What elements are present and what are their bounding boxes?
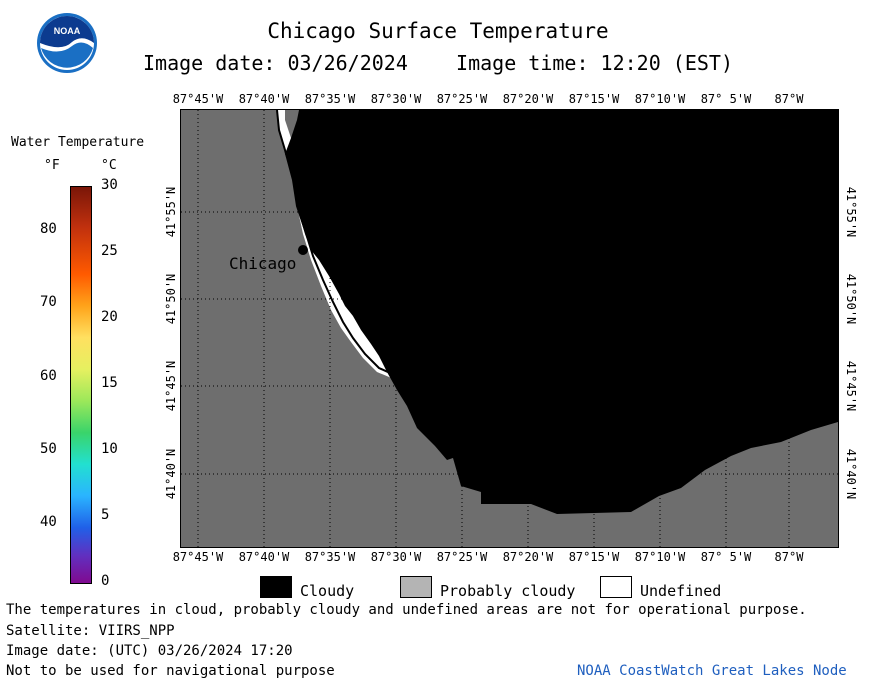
fahrenheit-tick-label: 40 bbox=[40, 514, 57, 531]
latitude-label: 41°40'N bbox=[844, 448, 858, 500]
latitude-label: 41°55'N bbox=[844, 186, 858, 238]
celsius-tick-label: 15 bbox=[101, 375, 118, 391]
longitude-label: 87° 5'W bbox=[700, 92, 752, 106]
celsius-tick-label: 5 bbox=[101, 507, 110, 523]
celsius-tick-label: 25 bbox=[101, 243, 118, 259]
celsius-tick-label: 30 bbox=[101, 177, 118, 193]
longitude-label: 87°45'W bbox=[172, 92, 224, 106]
chicago-marker bbox=[298, 245, 308, 255]
latitude-label: 41°50'N bbox=[164, 273, 178, 325]
latitude-label: 41°55'N bbox=[164, 186, 178, 238]
map-panel bbox=[180, 109, 839, 548]
longitude-label: 87°W bbox=[774, 550, 804, 564]
page-subtitle: Image date: 03/26/2024 Image time: 12:20… bbox=[142, 51, 733, 75]
longitude-label: 87°45'W bbox=[172, 550, 224, 564]
longitude-label: 87°W bbox=[774, 92, 804, 106]
legend-unit-f: °F bbox=[44, 158, 60, 173]
key-label-cloudy: Cloudy bbox=[300, 582, 355, 600]
legend-title: Water Temperature bbox=[11, 135, 145, 150]
longitude-label: 87°15'W bbox=[568, 550, 620, 564]
footer-nav-warning: Not to be used for navigational purpose bbox=[6, 663, 335, 679]
longitude-label: 87°35'W bbox=[304, 550, 356, 564]
longitude-label: 87°30'W bbox=[370, 550, 422, 564]
longitude-label: 87°35'W bbox=[304, 92, 356, 106]
latitude-label: 41°45'N bbox=[844, 360, 858, 412]
celsius-tick-label: 20 bbox=[101, 309, 118, 325]
noaa-logo: NOAA bbox=[36, 12, 98, 74]
latitude-label: 41°45'N bbox=[164, 360, 178, 412]
shoreline-land bbox=[181, 110, 417, 547]
cloud-area bbox=[285, 110, 838, 514]
longitude-label: 87° 5'W bbox=[700, 550, 752, 564]
page-title: Chicago Surface Temperature bbox=[267, 19, 609, 43]
latitude-label: 41°50'N bbox=[844, 273, 858, 325]
fahrenheit-tick-label: 50 bbox=[40, 441, 57, 457]
celsius-tick-label: 0 bbox=[101, 573, 110, 589]
longitude-label: 87°20'W bbox=[502, 92, 554, 106]
longitude-label: 87°40'W bbox=[238, 550, 290, 564]
fahrenheit-tick-label: 70 bbox=[40, 294, 57, 311]
longitude-label: 87°25'W bbox=[436, 550, 488, 564]
footer-note: The temperatures in cloud, probably clou… bbox=[6, 602, 807, 618]
latitude-label: 41°40'N bbox=[164, 448, 178, 500]
footer-utc-date: Image date: (UTC) 03/26/2024 17:20 bbox=[6, 643, 293, 659]
legend-unit-c: °C bbox=[101, 158, 117, 173]
footer-satellite: Satellite: VIIRS_NPP bbox=[6, 623, 175, 639]
longitude-label: 87°10'W bbox=[634, 550, 686, 564]
key-swatch-undefined bbox=[600, 576, 632, 598]
key-swatch-probably-cloudy bbox=[400, 576, 432, 598]
fahrenheit-tick-label: 60 bbox=[40, 367, 57, 384]
celsius-tick-label: 10 bbox=[101, 441, 118, 457]
longitude-label: 87°15'W bbox=[568, 92, 620, 106]
longitude-label: 87°10'W bbox=[634, 92, 686, 106]
temperature-colorbar bbox=[70, 186, 92, 584]
longitude-label: 87°40'W bbox=[238, 92, 290, 106]
footer-credit: NOAA CoastWatch Great Lakes Node bbox=[577, 663, 847, 679]
lat-lon-grid bbox=[181, 110, 838, 547]
city-label-chicago: Chicago bbox=[229, 254, 297, 273]
longitude-label: 87°20'W bbox=[502, 550, 554, 564]
key-swatch-cloudy bbox=[260, 576, 292, 598]
longitude-label: 87°30'W bbox=[370, 92, 422, 106]
logo-text: NOAA bbox=[54, 26, 81, 36]
fahrenheit-tick-label: 80 bbox=[40, 221, 57, 237]
longitude-label: 87°25'W bbox=[436, 92, 488, 106]
key-label-probably-cloudy: Probably cloudy bbox=[440, 582, 576, 600]
key-label-undefined: Undefined bbox=[640, 582, 722, 600]
